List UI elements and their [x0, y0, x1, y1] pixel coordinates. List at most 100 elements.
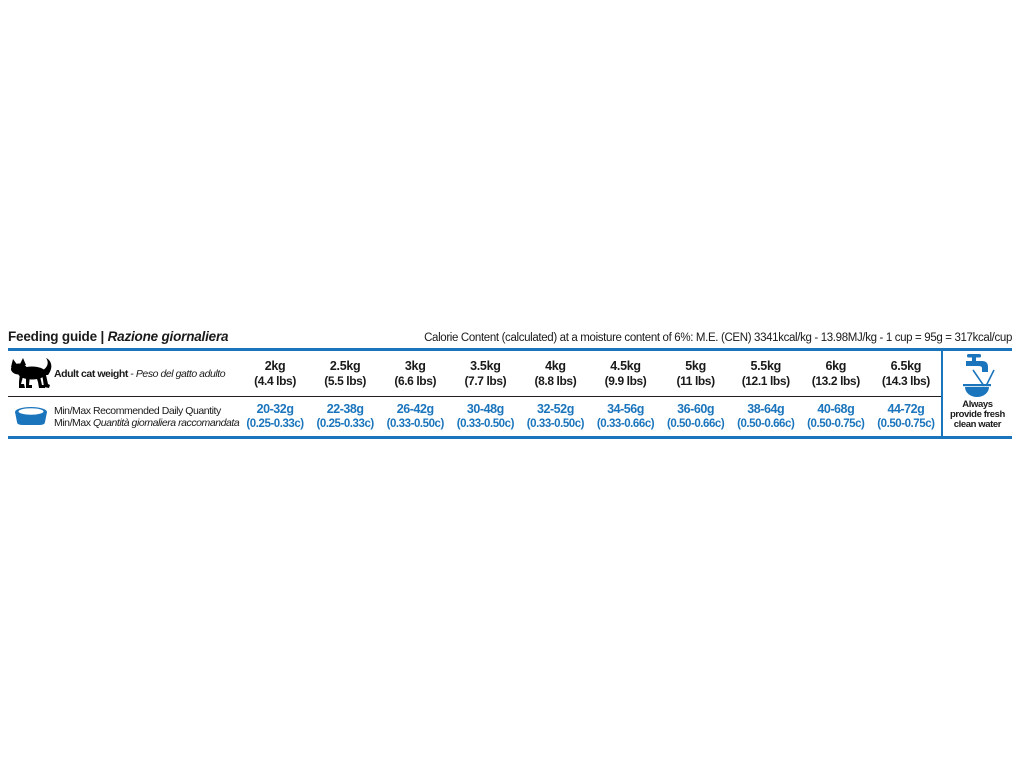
- water-note-text: Always provide fresh clean water: [950, 400, 1005, 430]
- feeding-grid: Adult cat weight - Peso del gatto adulto…: [8, 351, 1012, 436]
- quantity-grams: 34-56g: [607, 401, 644, 416]
- quantity-cups: (0.50-0.66c): [737, 417, 795, 430]
- weight-kg: 4.5kg: [610, 358, 641, 373]
- weight-header-cell: 5.5kg (12.1 lbs): [730, 351, 801, 397]
- weight-label-italian: Peso del gatto adulto: [135, 367, 226, 380]
- table-column-6-5kg: 6.5kg (14.3 lbs) 44-72g (0.50-0.75c): [870, 351, 941, 436]
- feeding-guide-title: Feeding guide | Razione giornaliera: [8, 329, 229, 344]
- quantity-cups: (0.50-0.66c): [666, 417, 725, 430]
- quantity-value-cell: 38-64g (0.50-0.66c): [731, 397, 801, 436]
- title-separator: |: [96, 329, 108, 344]
- quantity-cups: (0.33-0.50c): [456, 417, 515, 430]
- weight-lbs: (13.2 lbs): [811, 373, 860, 388]
- water-note-line2: provide fresh: [949, 409, 1005, 420]
- quantity-grams: 38-64g: [747, 401, 785, 416]
- weight-header-cell: 2kg (4.4 lbs): [240, 351, 311, 397]
- quantity-cups: (0.25-0.33c): [246, 417, 304, 430]
- weight-lbs: (11 lbs): [676, 373, 716, 388]
- quantity-value-cell: 30-48g (0.33-0.50c): [450, 397, 520, 436]
- bowl-icon: [8, 406, 54, 428]
- table-column-6kg: 6kg (13.2 lbs) 40-68g (0.50-0.75c): [800, 351, 871, 436]
- quantity-label-line1: Min/Max Recommended Daily Quantity: [54, 404, 221, 417]
- quantity-cups: (0.50-0.75c): [877, 417, 935, 430]
- faucet-icon: [954, 354, 1000, 400]
- feeding-guide-table: Feeding guide | Razione giornaliera Calo…: [8, 329, 1012, 439]
- table-column-4kg: 4kg (8.8 lbs) 32-52g (0.33-0.50c): [520, 351, 591, 436]
- quantity-value-cell: 34-56g (0.33-0.66c): [590, 397, 660, 436]
- quantity-grams: 22-38g: [326, 401, 364, 416]
- weight-kg: 6.5kg: [890, 358, 922, 373]
- cat-icon: [8, 357, 54, 390]
- quantity-label-line2-prefix: Min/Max: [54, 416, 93, 429]
- quantity-value-cell: 44-72g (0.50-0.75c): [871, 397, 941, 436]
- water-note-line3: clean water: [953, 419, 1002, 430]
- quantity-grams: 32-52g: [536, 401, 574, 416]
- quantity-value-cell: 32-52g (0.33-0.50c): [520, 397, 590, 436]
- weight-label-separator: -: [127, 367, 136, 380]
- calorie-content-text: Calorie Content (calculated) at a moistu…: [424, 332, 1012, 344]
- quantity-label-line2-italian: Quantità giornaliera raccomandata: [93, 416, 240, 429]
- weight-kg: 2kg: [264, 358, 286, 373]
- quantity-cups: (0.25-0.33c): [316, 417, 375, 430]
- quantity-grams: 20-32g: [256, 401, 294, 416]
- weight-header-cell: 4kg (8.8 lbs): [520, 351, 591, 397]
- table-column-2kg: 2kg (4.4 lbs) 20-32g (0.25-0.33c): [240, 351, 311, 436]
- table-header-row: Feeding guide | Razione giornaliera Calo…: [8, 329, 1012, 348]
- weight-lbs: (4.4 lbs): [254, 373, 296, 388]
- weight-kg: 5kg: [685, 358, 706, 373]
- weight-label-english: Adult cat weight: [54, 367, 128, 380]
- table-column-3-5kg: 3.5kg (7.7 lbs) 30-48g (0.33-0.50c): [450, 351, 521, 436]
- quantity-value-cell: 20-32g (0.25-0.33c): [240, 397, 310, 436]
- weight-header-cell: 3kg (6.6 lbs): [380, 351, 451, 397]
- table-column-4-5kg: 4.5kg (9.9 lbs) 34-56g (0.33-0.66c): [590, 351, 661, 436]
- weight-lbs: (7.7 lbs): [464, 373, 507, 388]
- bottom-divider-line: [8, 436, 1012, 439]
- weight-lbs: (6.6 lbs): [394, 373, 437, 388]
- weight-kg: 4kg: [545, 358, 566, 373]
- weight-header-cell: 2.5kg (5.5 lbs): [310, 351, 381, 397]
- weight-kg: 2.5kg: [329, 358, 361, 373]
- title-english: Feeding guide: [8, 329, 97, 344]
- weight-header-cell: 5kg (11 lbs): [660, 351, 731, 397]
- weight-header-cell: 6.5kg (14.3 lbs): [870, 351, 941, 397]
- weight-row-label-cell: Adult cat weight - Peso del gatto adulto: [8, 351, 240, 397]
- quantity-row-label: Min/Max Recommended Daily Quantity Min/M…: [54, 404, 240, 429]
- water-note-line1: Always: [962, 399, 993, 410]
- quantity-grams: 30-48g: [466, 401, 504, 416]
- quantity-grams: 40-68g: [817, 401, 855, 416]
- quantity-value-cell: 40-68g (0.50-0.75c): [801, 397, 871, 436]
- row-labels-column: Adult cat weight - Peso del gatto adulto…: [8, 351, 240, 436]
- water-note-column: Always provide fresh clean water: [943, 351, 1012, 436]
- weight-header-cell: 4.5kg (9.9 lbs): [590, 351, 661, 397]
- weight-lbs: (9.9 lbs): [604, 373, 647, 388]
- weight-lbs: (5.5 lbs): [324, 373, 367, 388]
- quantity-value-cell: 36-60g (0.50-0.66c): [661, 397, 731, 436]
- quantity-cups: (0.33-0.66c): [596, 417, 655, 430]
- quantity-value-cell: 26-42g (0.33-0.50c): [380, 397, 450, 436]
- weight-lbs: (8.8 lbs): [534, 373, 577, 388]
- quantity-cups: (0.33-0.50c): [526, 417, 585, 430]
- title-italian: Razione giornaliera: [107, 329, 229, 344]
- table-column-2-5kg: 2.5kg (5.5 lbs) 22-38g (0.25-0.33c): [310, 351, 381, 436]
- weight-kg: 5.5kg: [750, 358, 781, 373]
- weight-lbs: (12.1 lbs): [741, 373, 790, 388]
- weight-lbs: (14.3 lbs): [881, 373, 930, 388]
- table-column-3kg: 3kg (6.6 lbs) 26-42g (0.33-0.50c): [380, 351, 451, 436]
- quantity-grams: 26-42g: [396, 401, 434, 416]
- weight-kg: 3kg: [404, 358, 426, 373]
- weight-kg: 3.5kg: [470, 358, 501, 373]
- quantity-cups: (0.50-0.75c): [807, 417, 865, 430]
- quantity-grams: 36-60g: [677, 401, 715, 416]
- weight-header-cell: 6kg (13.2 lbs): [800, 351, 871, 397]
- quantity-value-cell: 22-38g (0.25-0.33c): [310, 397, 380, 436]
- table-column-5kg: 5kg (11 lbs) 36-60g (0.50-0.66c): [660, 351, 731, 436]
- weight-kg: 6kg: [825, 358, 847, 373]
- weight-row-label: Adult cat weight - Peso del gatto adulto: [54, 367, 226, 380]
- weight-header-cell: 3.5kg (7.7 lbs): [450, 351, 521, 397]
- quantity-cups: (0.33-0.50c): [386, 417, 445, 430]
- quantity-grams: 44-72g: [887, 401, 925, 416]
- top-divider-line: [8, 348, 1012, 351]
- quantity-row-label-cell: Min/Max Recommended Daily Quantity Min/M…: [8, 397, 240, 436]
- table-column-5-5kg: 5.5kg (12.1 lbs) 38-64g (0.50-0.66c): [730, 351, 801, 436]
- vertical-divider-line: [940, 351, 943, 436]
